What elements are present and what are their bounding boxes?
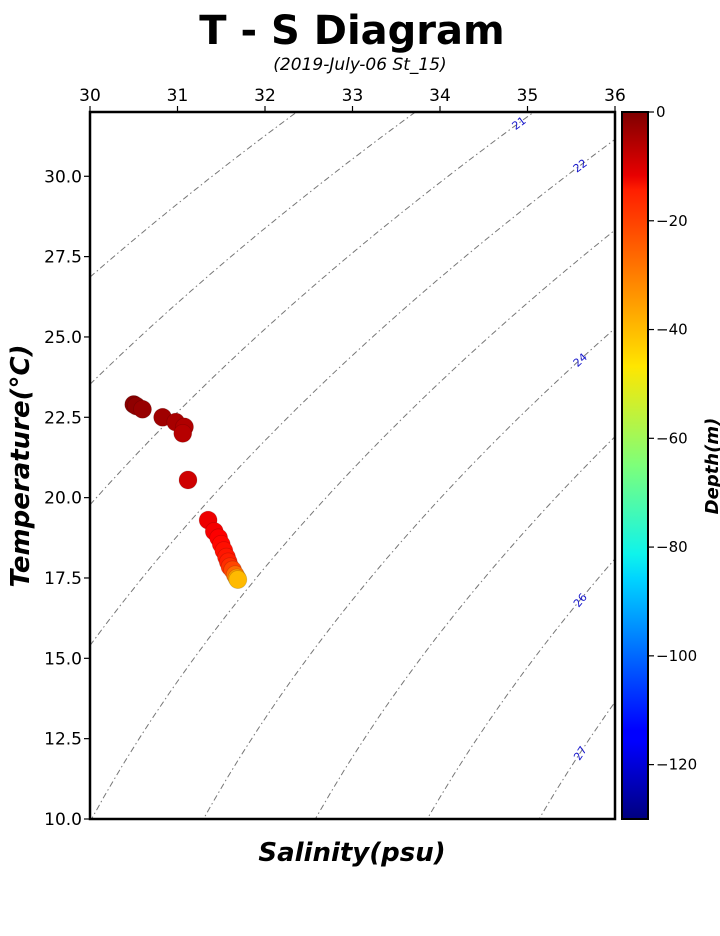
y-axis-label: Temperature(°C) [6, 345, 36, 588]
y-axis-ticks: 10.0 12.5 15.0 17.5 20.0 22.5 25.0 27.5 30.0 [44, 167, 90, 830]
plot-frame [88, 110, 617, 821]
x-tick-label: 32 [254, 86, 276, 106]
x-tick-label: 34 [429, 86, 451, 106]
density-contour-label: 26 [571, 591, 590, 610]
y-tick-label: 30.0 [44, 167, 82, 187]
colorbar-tick-label: −100 [656, 647, 697, 665]
density-contour-line [90, 138, 615, 646]
data-point [178, 470, 198, 490]
y-tick-label: 17.5 [44, 569, 82, 589]
data-point [133, 399, 152, 419]
data-point [228, 570, 248, 589]
y-tick-label: 27.5 [44, 248, 82, 268]
density-contour-line [90, 112, 535, 506]
y-tick-label: 10.0 [44, 810, 82, 830]
density-contours [90, 112, 615, 819]
chart-subtitle: (2019-July-06 St_15) [273, 55, 446, 75]
density-contour-label: 21 [510, 114, 529, 133]
x-tick-label: 35 [517, 86, 539, 106]
x-tick-label: 30 [79, 86, 101, 106]
y-tick-label: 22.5 [44, 408, 82, 428]
density-contour-label: 27 [571, 744, 590, 763]
colorbar-tick-label: −40 [656, 321, 688, 339]
data-points [124, 395, 248, 589]
x-tick-label: 36 [604, 86, 626, 106]
data-point [173, 423, 193, 443]
x-axis-label: Salinity(psu) [258, 838, 445, 868]
y-tick-label: 12.5 [44, 730, 82, 750]
density-contour-line [202, 328, 615, 819]
x-tick-label: 31 [167, 86, 189, 106]
colorbar-tick-label: −60 [656, 429, 688, 447]
colorbar-ticks: 0 −20 −40 −60 −80 −100 −120 [648, 103, 697, 774]
x-axis-ticks: 30 31 32 33 34 35 36 [79, 86, 626, 112]
x-tick-label: 33 [342, 86, 364, 106]
colorbar-tick-label: −20 [656, 212, 688, 230]
colorbar-label: Depth(m) [702, 418, 720, 515]
chart-title: T - S Diagram [199, 8, 504, 54]
y-tick-label: 20.0 [44, 489, 82, 509]
density-contour-label: 22 [571, 157, 590, 176]
density-contour-line [426, 558, 615, 819]
colorbar-tick-label: −80 [656, 538, 688, 556]
y-tick-label: 15.0 [44, 649, 82, 669]
density-contour-line [91, 229, 615, 819]
colorbar-tick-label: −120 [656, 756, 697, 774]
colorbar [621, 111, 649, 820]
colorbar-tick-label: 0 [656, 103, 666, 121]
y-tick-label: 25.0 [44, 328, 82, 348]
